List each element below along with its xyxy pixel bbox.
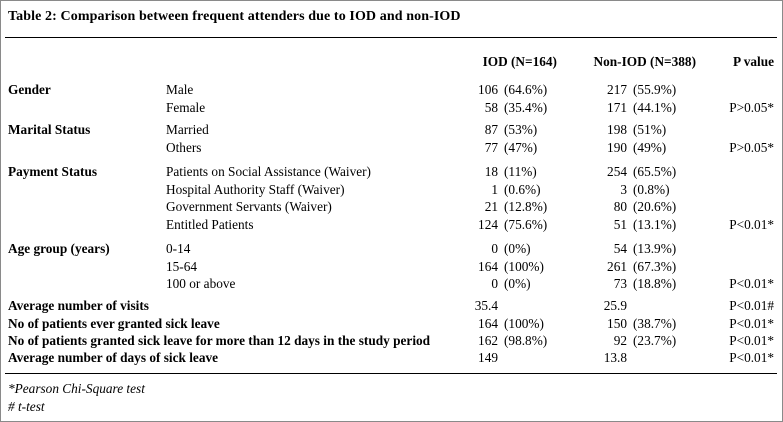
group-1-row-2-label: Female [166,99,206,115]
group-3-row-2-iod-count: 1 [491,181,498,197]
group-2-row-2-non-iod-count: 190 [607,139,627,155]
group-4-row-1-non-iod-count: 54 [613,241,627,256]
group-4-row-3-non-iod-count: 73 [613,276,627,291]
group-4-row-2-non-iod-percent: (67.3%) [633,258,677,274]
group-1-row-1-iod-percent: (64.6%) [504,82,548,97]
group-1-row-2-iod-percent: (35.4%) [504,99,548,115]
summary-row-3-p-value: P<0.01* [729,333,774,348]
summary-row-3-non-iod-percent: (23.7%) [633,333,677,348]
summary-row-2-p-value: P<0.01* [729,316,774,331]
group-3-row-1-non-iod-count: 254 [607,164,627,179]
group-1-row-2-iod-count: 58 [484,99,498,115]
summary-row-1-label: Average number of visits [8,298,149,313]
group-3-row-3-non-iod-count: 80 [613,199,627,214]
summary-row-2-iod-percent: (100%) [504,316,544,331]
group-3-row-1-iod-percent: (11%) [504,164,537,179]
footnote-t-test: # t-test [8,399,45,414]
group-4-row-1-non-iod-percent: (13.9%) [633,241,677,256]
header-iod: IOD (N=164) [482,54,557,69]
group-3-row-1-iod-count: 18 [484,164,498,179]
group-3-row-1-label: Patients on Social Assistance (Waiver) [166,164,371,179]
group-2-row-1-label: Married [166,122,209,137]
group-3-row-3-label: Government Servants (Waiver) [166,199,332,214]
summary-row-4-label: Average number of days of sick leave [8,350,219,365]
group-3-row-3-non-iod-percent: (20.6%) [633,199,677,214]
group-3-row-1-non-iod-percent: (65.5%) [633,164,677,179]
summary-row-1-p-value: P<0.01# [729,298,774,313]
group-2-row-2-non-iod-percent: (49%) [633,139,667,155]
summary-row-3-iod-percent: (98.8%) [504,333,548,348]
group-1-row-2-non-iod-count: 171 [607,99,627,115]
top-rule [5,37,777,38]
table-title: Table 2: Comparison between frequent att… [8,9,461,24]
summary-row-1-non-iod-count: 25.9 [603,298,627,313]
group-3-row-2-iod-percent: (0.6%) [504,181,541,197]
group-4-row-3-non-iod-percent: (18.8%) [633,276,677,291]
summary-row-4-p-value: P<0.01* [729,350,774,365]
group-4-row-2-iod-count: 164 [478,258,498,274]
group-4-row-3-iod-percent: (0%) [504,276,531,291]
group-4-row-2-label: 15-64 [166,258,198,274]
group-3-row-3-iod-count: 21 [484,199,498,214]
group-3-row-3-iod-percent: (12.8%) [504,199,548,214]
group-3-row-4-label: Entitled Patients [166,216,254,232]
group-3-row-4-non-iod-count: 51 [613,216,627,232]
bottom-rule [5,373,777,374]
group-3-row-4-non-iod-percent: (13.1%) [633,216,677,232]
group-2-row-2-label: Others [166,139,202,155]
group-3-row-4-p-value: P<0.01* [729,216,774,232]
group-3-row-4-iod-count: 124 [478,216,498,232]
group-4-row-3-label: 100 or above [166,276,236,291]
group-3-row-4-iod-percent: (75.6%) [504,216,548,232]
summary-row-2-non-iod-percent: (38.7%) [633,316,677,331]
group-2-row-2-iod-count: 77 [484,139,498,155]
group-1-row-1-non-iod-percent: (55.9%) [633,82,677,97]
group-2-row-1-iod-count: 87 [484,122,498,137]
group-1-row-2-non-iod-percent: (44.1%) [633,99,677,115]
group-1-row-1-label: Male [166,82,194,97]
group-label-1: Gender [8,82,51,97]
group-2-row-2-iod-percent: (47%) [504,139,538,155]
group-4-row-1-iod-count: 0 [491,241,498,256]
group-label-4: Age group (years) [8,241,110,256]
group-3-row-2-label: Hospital Authority Staff (Waiver) [166,181,345,197]
footnote-chi-square: *Pearson Chi-Square test [8,381,145,396]
summary-row-2-label: No of patients ever granted sick leave [8,316,220,331]
group-4-row-2-iod-percent: (100%) [504,258,544,274]
summary-row-3-iod-count: 162 [478,333,498,348]
summary-row-4-iod-count: 149 [478,350,498,365]
group-3-row-2-non-iod-percent: (0.8%) [633,181,670,197]
group-2-row-1-non-iod-count: 198 [607,122,627,137]
group-4-row-1-iod-percent: (0%) [504,241,531,256]
group-2-row-1-non-iod-percent: (51%) [633,122,667,137]
group-1-row-1-iod-count: 106 [478,82,498,97]
summary-row-2-non-iod-count: 150 [607,316,627,331]
group-4-row-3-p-value: P<0.01* [729,276,774,291]
group-1-row-1-non-iod-count: 217 [607,82,627,97]
header-p-value: P value [732,54,774,69]
group-3-row-2-non-iod-count: 3 [620,181,627,197]
group-4-row-3-iod-count: 0 [491,276,498,291]
group-4-row-1-label: 0-14 [166,241,191,256]
group-4-row-2-non-iod-count: 261 [607,258,627,274]
summary-row-2-iod-count: 164 [478,316,498,331]
header-non-iod: Non-IOD (N=388) [593,54,697,69]
group-2-row-2-p-value: P>0.05* [729,139,774,155]
group-1-row-2-p-value: P>0.05* [729,99,774,115]
summary-row-3-label: No of patients granted sick leave for mo… [8,333,431,348]
summary-row-1-iod-count: 35.4 [474,298,498,313]
group-label-2: Marital Status [8,122,91,137]
summary-row-4-non-iod-count: 13.8 [603,350,627,365]
group-2-row-1-iod-percent: (53%) [504,122,538,137]
summary-row-3-non-iod-count: 92 [613,333,627,348]
group-label-3: Payment Status [8,164,98,179]
